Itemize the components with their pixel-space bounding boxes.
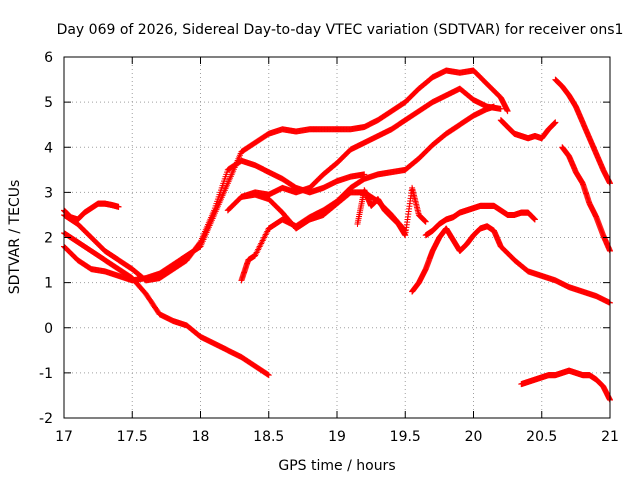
series-track-d bbox=[61, 67, 511, 284]
x-tick-labels: 17 17.5 18 18.5 19 19.5 20 20.5 21 bbox=[55, 429, 619, 445]
series-track-c bbox=[61, 157, 368, 284]
data-point bbox=[490, 103, 497, 110]
x-tick-label: 18 bbox=[192, 429, 210, 445]
y-tick-label: 1 bbox=[44, 276, 53, 292]
series-track-n bbox=[354, 184, 429, 239]
data-point bbox=[115, 203, 122, 210]
y-tick-label: 3 bbox=[44, 185, 53, 201]
y-tick-label: -1 bbox=[39, 366, 53, 382]
series-track-k bbox=[497, 117, 559, 142]
series-track-j bbox=[518, 367, 613, 403]
series-track-f bbox=[238, 103, 497, 284]
x-tick-label: 18.5 bbox=[253, 429, 284, 445]
series-track-a bbox=[61, 229, 272, 379]
x-tick-label: 20.5 bbox=[526, 429, 557, 445]
series-track-m bbox=[559, 144, 613, 255]
data-point bbox=[531, 216, 538, 223]
y-tick-label: 0 bbox=[44, 321, 53, 337]
y-tick-labels: -2 -1 0 1 2 3 4 5 6 bbox=[39, 50, 53, 427]
data-point bbox=[504, 108, 511, 115]
data-point bbox=[264, 371, 271, 378]
x-tick-label: 19 bbox=[328, 429, 346, 445]
data-point bbox=[552, 119, 559, 126]
x-axis-label: GPS time / hours bbox=[278, 458, 395, 474]
y-axis-label: SDTVAR / TECUs bbox=[7, 180, 23, 295]
series-track-e bbox=[238, 85, 504, 200]
data-point bbox=[497, 105, 504, 112]
series-track-b bbox=[61, 200, 122, 223]
x-tick-label: 19.5 bbox=[390, 429, 421, 445]
y-tick-label: 4 bbox=[44, 140, 53, 156]
x-tick-label: 20 bbox=[465, 429, 483, 445]
x-tick-label: 17.5 bbox=[117, 429, 148, 445]
y-tick-label: -2 bbox=[39, 411, 53, 427]
chart-title: Day 069 of 2026, Sidereal Day-to-day VTE… bbox=[57, 22, 624, 38]
data-point bbox=[265, 372, 272, 379]
data-points bbox=[61, 67, 613, 403]
grid-lines bbox=[64, 57, 610, 418]
series-track-l bbox=[552, 76, 613, 187]
x-tick-label: 17 bbox=[55, 429, 73, 445]
series-track-h bbox=[409, 223, 613, 306]
y-tick-label: 2 bbox=[44, 231, 53, 247]
x-tick-label: 21 bbox=[601, 429, 619, 445]
y-tick-label: 6 bbox=[44, 50, 53, 66]
series-track-i bbox=[422, 202, 538, 239]
y-tick-label: 5 bbox=[44, 95, 53, 111]
